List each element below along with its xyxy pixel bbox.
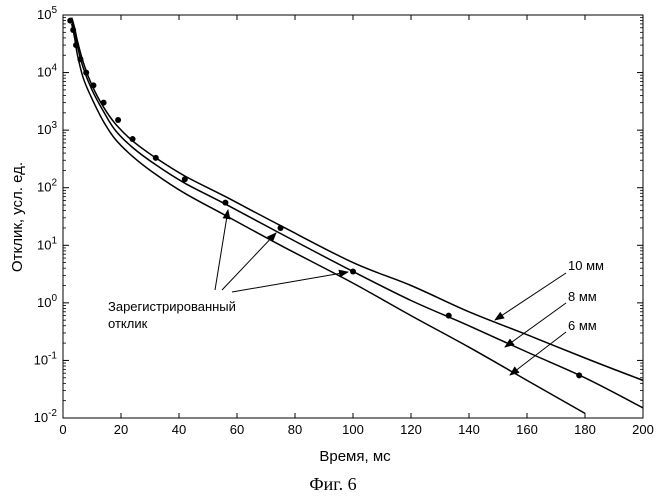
measured-point: [130, 136, 136, 142]
measured-point: [446, 313, 452, 319]
y-tick-label: 101: [37, 235, 57, 252]
measured-point: [278, 225, 284, 231]
x-axis-ticks: 0 20 40 60 80 100 120 140 160 180 200: [59, 15, 653, 437]
measured-point: [115, 117, 121, 123]
measured-point: [77, 56, 83, 62]
x-tick-label: 0: [59, 422, 66, 437]
measured-point: [350, 269, 356, 275]
measured-point: [576, 372, 582, 378]
measured-point: [73, 42, 79, 48]
y-axis-label: Отклик, усл. ед.: [9, 162, 26, 272]
measured-point: [67, 18, 73, 24]
series-line-0: [72, 18, 643, 381]
x-tick-label: 180: [574, 422, 596, 437]
figure-caption: Фиг. 6: [309, 474, 356, 494]
measured-point: [222, 200, 228, 206]
measured-point: [182, 176, 188, 182]
curve-label-2: 6 мм: [568, 318, 597, 333]
y-tick-label: 10-1: [34, 350, 58, 367]
measured-point: [101, 100, 107, 106]
y-tick-label: 100: [37, 293, 57, 310]
curve-arrow: [505, 303, 566, 347]
y-tick-label: 102: [37, 178, 57, 195]
plot-frame: [63, 15, 643, 418]
curve-label-0: 10 мм: [568, 258, 604, 273]
x-tick-label: 80: [288, 422, 302, 437]
curve-arrow: [495, 273, 566, 320]
measured-point: [83, 70, 89, 76]
y-tick-label: 105: [37, 5, 57, 22]
x-tick-label: 200: [632, 422, 654, 437]
series-line-1: [72, 21, 643, 408]
series-line-2: [72, 24, 585, 414]
curve-label-1: 8 мм: [568, 289, 597, 304]
plot-area: [63, 15, 643, 418]
x-tick-label: 20: [114, 422, 128, 437]
y-tick-label: 104: [37, 63, 57, 80]
x-tick-label: 140: [458, 422, 480, 437]
x-tick-label: 40: [172, 422, 186, 437]
y-tick-label: 10-2: [34, 408, 58, 425]
measured-point: [153, 155, 159, 161]
measured-point: [70, 27, 76, 33]
x-axis-label: Время, мс: [319, 448, 391, 465]
measured-arrow: [215, 210, 228, 290]
measured-label-line1: Зарегистрированный: [108, 299, 236, 314]
series-lines: [72, 18, 643, 414]
measured-arrow: [232, 272, 348, 292]
measured-label-line2: отклик: [108, 316, 148, 331]
x-tick-label: 60: [230, 422, 244, 437]
y-tick-label: 103: [37, 120, 57, 137]
measured-arrow: [222, 233, 276, 290]
x-tick-label: 100: [342, 422, 364, 437]
annotations: Зарегистрированный отклик 10 мм 8 мм 6 мм: [108, 210, 604, 375]
measured-point: [90, 82, 96, 88]
x-tick-label: 120: [400, 422, 422, 437]
x-tick-label: 160: [516, 422, 538, 437]
